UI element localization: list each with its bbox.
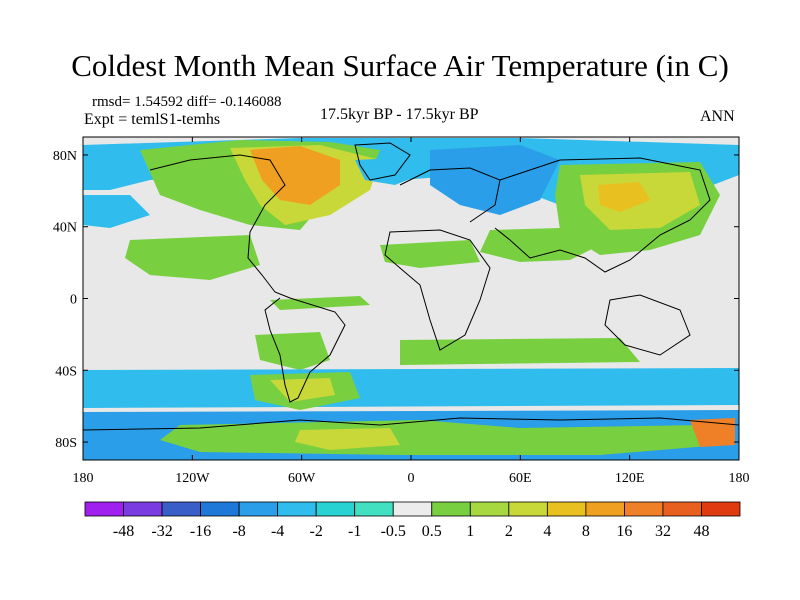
field-orange-na <box>250 146 340 205</box>
lon-tick-label: 120E <box>615 471 645 486</box>
colorbar-swatch <box>431 501 471 517</box>
field-green-antarctica <box>160 420 720 455</box>
latitude-axis: 80N 40N 0 40S 80S <box>53 149 739 451</box>
coast-antarctica <box>83 417 739 431</box>
colorbar-swatch <box>84 501 124 517</box>
colorbar-swatch <box>662 501 702 517</box>
colorbar-label: 4 <box>543 523 551 540</box>
colorbar: -48 -32 -16 -8 -4 -2 -1 -0.5 0.5 1 2 4 8 16 32 48 <box>84 501 741 540</box>
lat-tick-label: 40S <box>55 364 77 379</box>
colorbar-swatch <box>161 501 201 517</box>
field-green-south-indian <box>400 338 640 365</box>
colorbar-swatch <box>392 501 433 517</box>
colorbar-label: 1 <box>466 523 474 540</box>
colorbar-label: -32 <box>151 523 172 540</box>
coast-africa <box>384 229 491 351</box>
chart-title: Coldest Month Mean Surface Air Temperatu… <box>71 48 729 83</box>
field-yellow-green-antarctica <box>295 428 400 450</box>
colorbar-label: -0.5 <box>381 523 406 540</box>
coastlines <box>83 142 739 431</box>
lon-tick-label: 180 <box>729 471 750 486</box>
period-label: 17.5kyr BP - 17.5kyr BP <box>320 106 479 123</box>
colorbar-label: -48 <box>113 523 134 540</box>
field-blue-europe <box>430 145 560 215</box>
coast-north-america <box>149 154 291 299</box>
coast-greenland <box>354 142 411 181</box>
colorbar-label: -1 <box>348 523 361 540</box>
colorbar-label: -8 <box>232 523 245 540</box>
colorbar-swatch <box>354 501 394 517</box>
field-cyan-greenland <box>355 158 420 185</box>
lat-tick-label: 0 <box>70 293 77 308</box>
colorbar-label: -16 <box>190 523 211 540</box>
colorbar-label: 8 <box>582 523 590 540</box>
field-orange-ross <box>690 418 735 447</box>
coast-asia <box>494 157 711 273</box>
field-green-sahara <box>380 240 480 268</box>
colorbar-label: -2 <box>310 523 323 540</box>
colorbar-label: -4 <box>271 523 284 540</box>
lon-tick-label: 180 <box>73 471 94 486</box>
field-yellow-asia <box>598 182 650 212</box>
lon-tick-label: 120W <box>175 471 210 486</box>
colorbar-swatch <box>277 501 317 517</box>
lon-tick-label: 0 <box>408 471 415 486</box>
colorbar-swatch <box>701 501 741 517</box>
season-label: ANN <box>700 108 735 125</box>
lon-tick-label: 60E <box>509 471 532 486</box>
colorbar-swatch <box>624 501 664 517</box>
coast-south-america <box>264 297 346 403</box>
lat-tick-label: 80N <box>53 149 77 164</box>
lon-tick-label: 60W <box>288 471 316 486</box>
colorbar-swatch <box>508 501 548 517</box>
colorbar-label: 32 <box>655 523 671 540</box>
lat-tick-label: 40N <box>53 221 77 236</box>
field-green-pacific <box>125 235 260 280</box>
field-cyan-pacific-nw <box>83 195 150 228</box>
colorbar-swatch <box>238 501 279 517</box>
stats-text: rmsd= 1.54592 diff= -0.146088 <box>92 94 282 110</box>
colorbar-swatch <box>315 501 356 517</box>
coast-australia <box>604 294 691 356</box>
colorbar-swatch <box>123 501 163 517</box>
colorbar-label: 2 <box>505 523 513 540</box>
field-cyan-southern-ocean <box>83 368 739 408</box>
lat-tick-label: 80S <box>55 436 77 451</box>
colorbar-swatch <box>585 501 625 517</box>
colorbar-swatch <box>200 501 240 517</box>
experiment-label: Expt = temlS1-temhs <box>84 111 221 128</box>
colorbar-swatch <box>546 501 587 517</box>
colorbar-swatch <box>469 501 510 517</box>
field-yellow-green-patagonia <box>270 378 335 402</box>
colorbar-label: 16 <box>616 523 632 540</box>
colorbar-label: 0.5 <box>422 523 442 540</box>
longitude-axis: 180 120W 60W 0 60E 120E 180 <box>73 137 750 486</box>
field-green-sa <box>255 332 330 370</box>
coast-europe <box>399 167 501 223</box>
colorbar-label: 48 <box>693 523 709 540</box>
